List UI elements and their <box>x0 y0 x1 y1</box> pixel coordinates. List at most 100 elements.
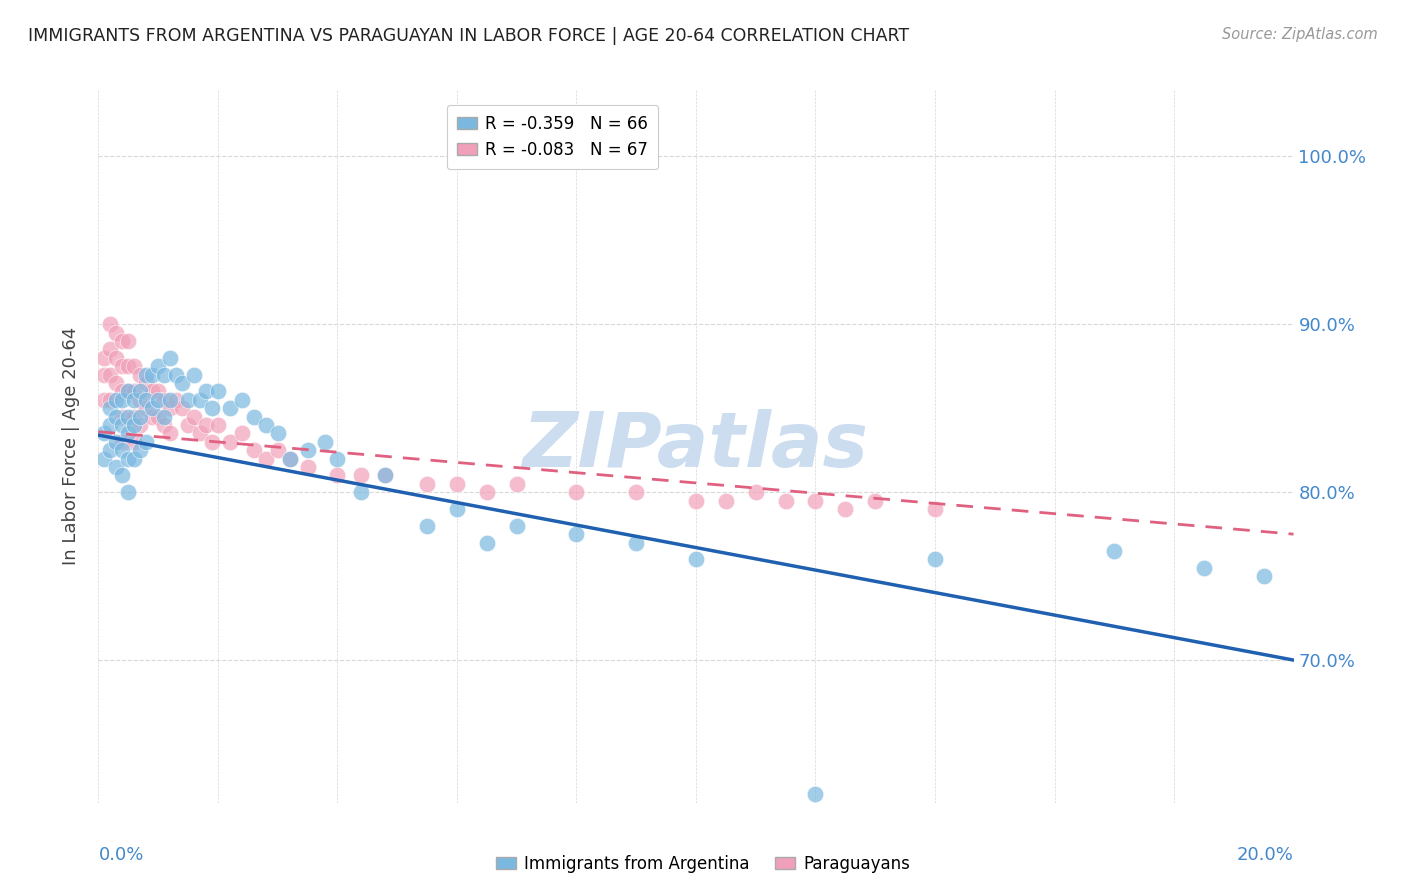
Point <box>326 468 349 483</box>
Point <box>98 392 122 407</box>
Point <box>416 518 439 533</box>
Point <box>315 434 337 449</box>
Point <box>105 460 128 475</box>
Point <box>416 476 439 491</box>
Point <box>297 460 319 475</box>
Point <box>93 451 115 466</box>
Point <box>129 443 152 458</box>
Point <box>446 502 468 516</box>
Point <box>565 527 588 541</box>
Point <box>153 409 176 424</box>
Point <box>148 384 170 399</box>
Point <box>207 384 229 399</box>
Text: ZIPatlas: ZIPatlas <box>523 409 869 483</box>
Point <box>98 368 122 382</box>
Point <box>124 392 146 407</box>
Point <box>124 409 146 424</box>
Point <box>117 334 139 348</box>
Point <box>148 392 170 407</box>
Point <box>267 426 290 441</box>
Point <box>124 434 146 449</box>
Point <box>141 384 163 399</box>
Point <box>135 392 157 407</box>
Point <box>141 401 163 416</box>
Point <box>111 434 134 449</box>
Point <box>93 392 115 407</box>
Point <box>374 468 396 483</box>
Point <box>98 318 122 332</box>
Point <box>124 384 146 399</box>
Point <box>105 376 128 390</box>
Point <box>105 392 128 407</box>
Point <box>111 417 134 432</box>
Point <box>124 359 146 374</box>
Point <box>135 376 157 390</box>
Point <box>775 493 797 508</box>
Y-axis label: In Labor Force | Age 20-64: In Labor Force | Age 20-64 <box>62 326 80 566</box>
Point <box>153 368 176 382</box>
Point <box>159 392 181 407</box>
Point <box>148 409 170 424</box>
Point <box>195 384 218 399</box>
Point <box>201 401 224 416</box>
Point <box>201 434 224 449</box>
Point <box>475 535 498 549</box>
Point <box>834 502 856 516</box>
Point <box>183 368 205 382</box>
Point <box>111 384 134 399</box>
Point <box>165 368 187 382</box>
Point <box>177 417 200 432</box>
Text: Source: ZipAtlas.com: Source: ZipAtlas.com <box>1222 27 1378 42</box>
Point <box>159 351 181 365</box>
Point <box>326 451 349 466</box>
Legend: R = -0.359   N = 66, R = -0.083   N = 67: R = -0.359 N = 66, R = -0.083 N = 67 <box>447 104 658 169</box>
Point <box>195 417 218 432</box>
Point <box>117 451 139 466</box>
Point <box>188 392 211 407</box>
Point <box>117 359 139 374</box>
Point <box>98 417 122 432</box>
Point <box>124 417 146 432</box>
Point <box>98 343 122 357</box>
Point <box>98 401 122 416</box>
Point <box>254 417 277 432</box>
Point <box>165 392 187 407</box>
Point <box>267 443 290 458</box>
Point <box>350 468 373 483</box>
Point <box>374 468 396 483</box>
Point <box>297 443 319 458</box>
Point <box>1192 560 1215 574</box>
Point <box>141 409 163 424</box>
Point <box>153 417 176 432</box>
Point <box>159 401 181 416</box>
Point <box>93 368 115 382</box>
Point <box>117 426 139 441</box>
Point <box>135 401 157 416</box>
Text: IMMIGRANTS FROM ARGENTINA VS PARAGUAYAN IN LABOR FORCE | AGE 20-64 CORRELATION C: IMMIGRANTS FROM ARGENTINA VS PARAGUAYAN … <box>28 27 910 45</box>
Point <box>129 368 152 382</box>
Point <box>105 326 128 340</box>
Point <box>129 384 152 399</box>
Point <box>177 392 200 407</box>
Point <box>714 493 737 508</box>
Point <box>231 392 253 407</box>
Point <box>124 451 146 466</box>
Point <box>254 451 277 466</box>
Point <box>135 434 157 449</box>
Point <box>243 409 266 424</box>
Point <box>475 485 498 500</box>
Point <box>626 535 648 549</box>
Point <box>111 468 134 483</box>
Point <box>231 426 253 441</box>
Point <box>111 359 134 374</box>
Point <box>172 401 194 416</box>
Point <box>506 476 529 491</box>
Point <box>159 426 181 441</box>
Point <box>188 426 211 441</box>
Point <box>141 368 163 382</box>
Point <box>105 409 128 424</box>
Point <box>446 476 468 491</box>
Point <box>135 368 157 382</box>
Point <box>93 351 115 365</box>
Point <box>183 409 205 424</box>
